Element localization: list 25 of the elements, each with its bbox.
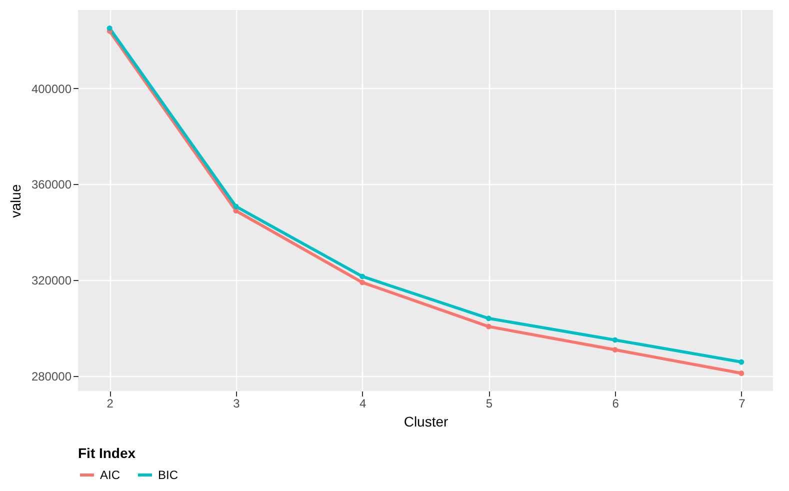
point — [612, 347, 618, 353]
legend-label: AIC — [100, 468, 120, 482]
x-axis-title: Cluster — [404, 414, 449, 430]
point — [738, 359, 744, 365]
y-tick-label: 360000 — [31, 178, 72, 192]
point — [486, 324, 492, 330]
point — [612, 337, 618, 343]
point — [360, 274, 366, 280]
x-tick-label: 6 — [612, 396, 620, 410]
point — [738, 370, 744, 376]
legend-title: Fit Index — [78, 445, 136, 461]
x-tick-label: 2 — [106, 396, 114, 410]
point — [233, 204, 239, 210]
y-tick-label: 320000 — [31, 274, 72, 288]
point — [106, 25, 112, 31]
point — [360, 280, 366, 286]
y-tick-label: 400000 — [31, 82, 72, 96]
x-tick-label: 3 — [233, 396, 240, 410]
point — [486, 316, 492, 322]
x-tick-label: 4 — [359, 396, 366, 410]
y-axis-title: value — [7, 184, 24, 218]
x-tick-label: 5 — [486, 396, 493, 410]
y-tick-label: 280000 — [31, 369, 72, 384]
x-tick-label: 7 — [738, 396, 746, 410]
legend-label: BIC — [158, 468, 178, 482]
